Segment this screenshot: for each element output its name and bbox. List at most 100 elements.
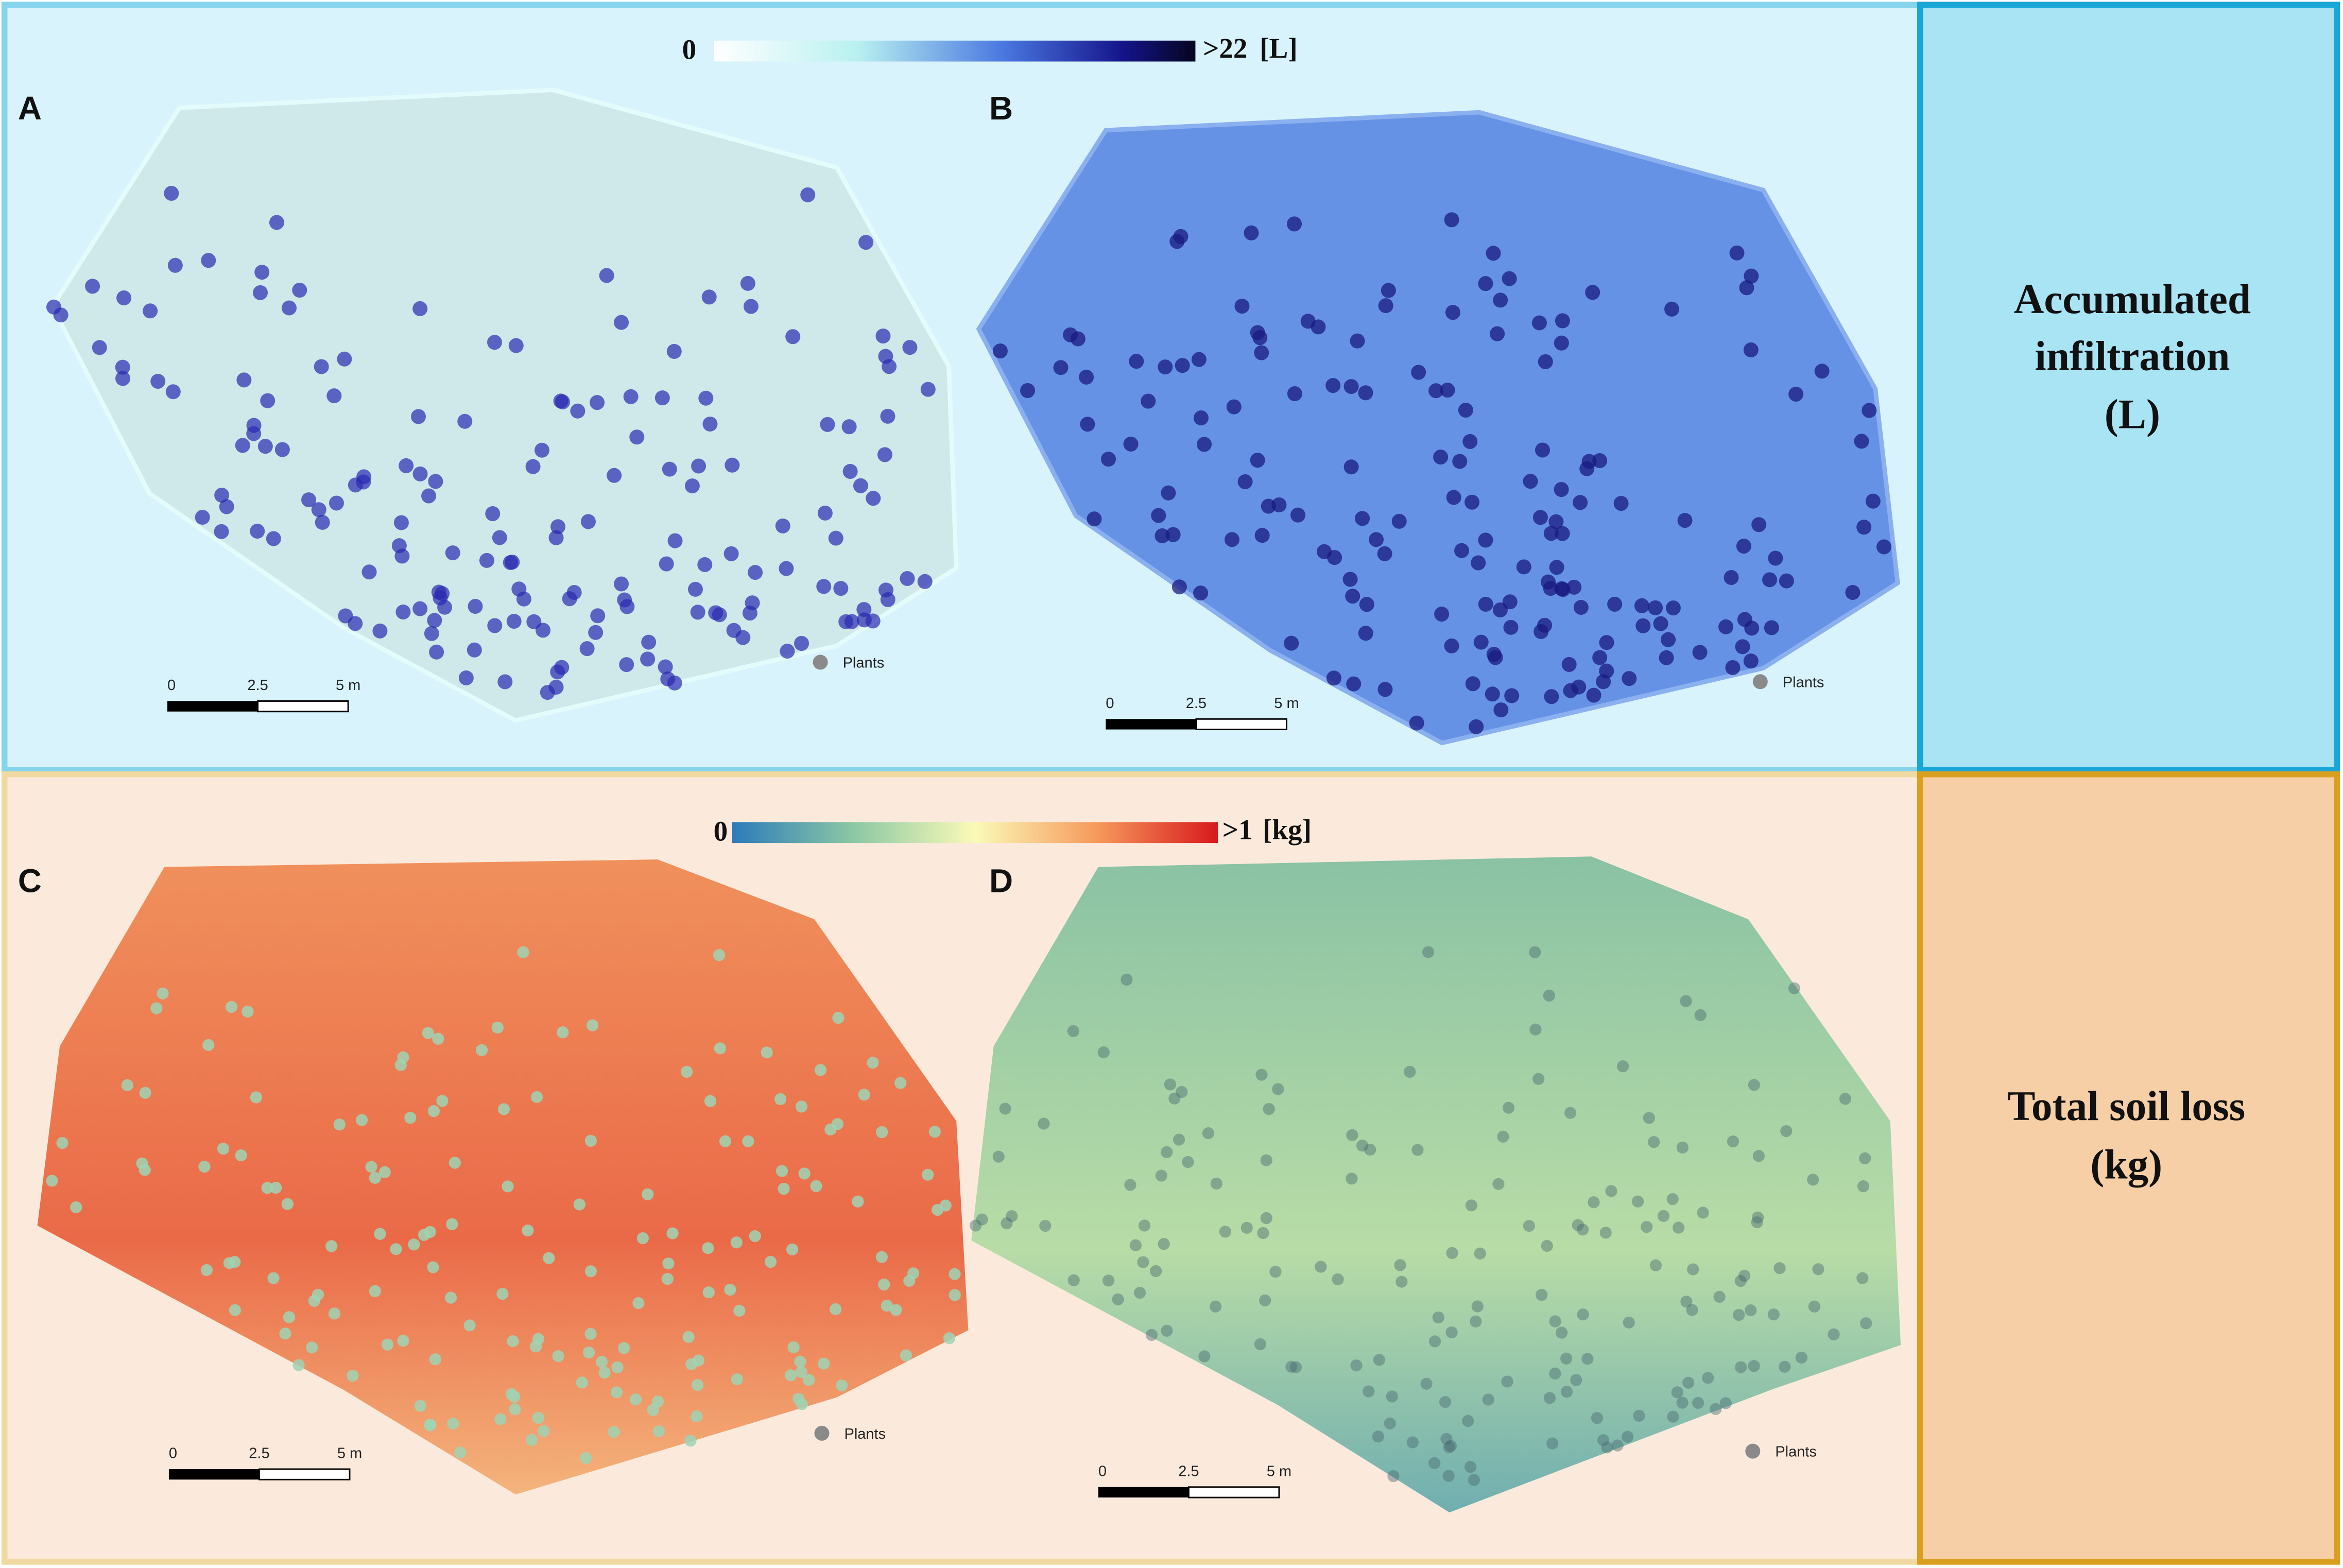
plant-dot [1271,497,1287,512]
plant-dot [399,458,414,473]
plant-dot [1378,298,1393,314]
plant-dot [725,457,740,473]
plant-dot [1734,1361,1747,1373]
plant-dot [1151,508,1166,523]
plant-dot [794,635,809,651]
plant-dot [1343,459,1359,475]
scale-bar [1098,1487,1189,1498]
scale-bar-label: 2.5 [247,677,268,694]
plant-dot [1735,639,1750,654]
plant-dot [1350,333,1365,349]
plant-dot [785,329,801,344]
plant-dot [1676,1397,1689,1409]
plant-dot [1570,1374,1582,1386]
panel-letter: C [18,862,42,899]
scale-bar-label: 0 [1106,695,1114,712]
scale-bar-label: 5 m [336,677,360,694]
plant-dot [1860,1317,1872,1330]
panel-letter: B [989,90,1013,127]
plant-dot [661,1272,674,1285]
plant-dot [1210,1177,1222,1190]
plant-dot [361,564,377,580]
plant-dot [1581,1353,1594,1365]
plant-dot [414,1400,426,1412]
plant-dot [1259,1294,1271,1306]
plant-dot [731,1373,744,1386]
plant-dot [532,1411,544,1424]
plant-dot [682,1331,695,1343]
plant-dot [164,185,179,201]
plant-dot [543,1252,555,1264]
colorbar [714,40,1196,62]
plant-dot [1682,1376,1695,1389]
plant-dot [418,1229,430,1241]
plant-dot [632,1297,645,1309]
plant-dot [1345,589,1360,604]
colorbar-max: >22 [1203,32,1248,64]
plant-dot [1053,360,1069,375]
plant-dot [1444,638,1459,653]
plant-dot [53,307,68,323]
plant-dot [900,1349,912,1362]
plant-dot [658,659,673,675]
plant-dot [283,1311,296,1323]
plant-dot [1420,1377,1433,1390]
plant-dot [217,1143,230,1155]
plant-dot [397,1335,409,1347]
colorbar-max: >1 [1222,814,1253,845]
plant-dot [1503,619,1519,635]
plant-dot [1225,532,1240,547]
plant-dot [1006,1210,1018,1222]
plant-dot [1859,1152,1871,1165]
plant-dot [949,1268,961,1280]
plant-dot [1038,1117,1050,1130]
plant-dot [1406,1436,1419,1449]
plant-dot [1808,1300,1820,1313]
plant-dot [878,582,893,598]
plant-dot [1269,1266,1282,1278]
plant-dot [1702,1372,1714,1384]
plant-dot [1745,1304,1757,1317]
plant-dot [800,187,816,202]
plant-dot [1529,946,1541,958]
plant-dot [333,1118,346,1131]
plant-dot [1133,1286,1146,1299]
plant-dot [878,1278,890,1291]
plant-dot [1101,452,1116,467]
plant-dot [876,1126,888,1139]
plant-dot [1554,482,1569,497]
plant-dot [920,382,936,397]
plant-dot [242,1005,254,1018]
map-area [976,110,1900,746]
plant-dot [167,257,183,273]
plant-dot [254,265,270,280]
plant-dot [1158,359,1173,375]
plant-dot [1182,1156,1194,1168]
plant-dot [1260,1212,1272,1225]
plant-dot [969,1219,982,1232]
plant-dot [1532,1073,1545,1085]
plant-dot [1444,1440,1457,1452]
plant-dot [1814,364,1830,379]
plant-dot [1263,1103,1275,1115]
plant-dot [640,651,656,667]
plant-dot [536,623,551,638]
row-title: (kg) [2090,1141,2162,1187]
plant-dot [1067,1025,1079,1038]
plant-dot [1488,650,1503,665]
plant-dot [1067,1274,1080,1286]
plant-dot [457,413,473,429]
plant-dot [1138,1219,1151,1232]
plant-dot [586,1019,599,1031]
scale-bar [1187,1486,1280,1498]
plant-dot [1325,378,1341,393]
plant-dot [1168,1092,1181,1105]
plant-dot [1516,559,1531,575]
plant-dot [943,1332,956,1345]
plant-dot [487,335,502,350]
plant-dot [761,1046,773,1059]
plant-dot [584,1134,597,1147]
plant-dot [623,389,639,404]
plant-dot [1350,1359,1363,1372]
plant-dot [796,1398,808,1410]
